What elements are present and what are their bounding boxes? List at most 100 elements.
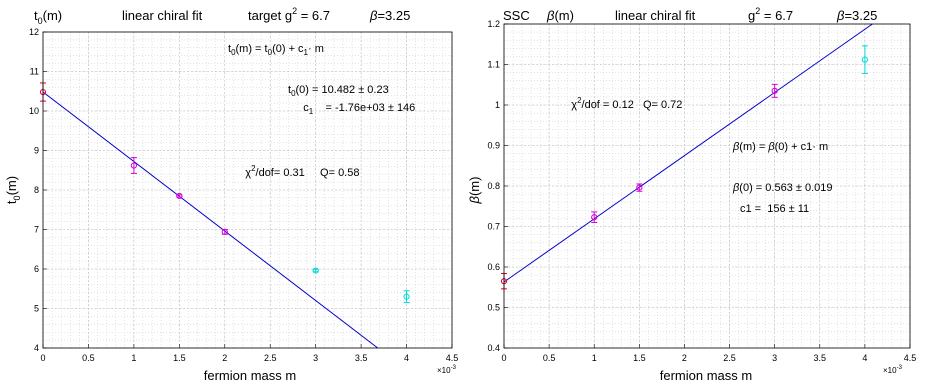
param-beta-symbol: β xyxy=(732,182,740,194)
point-marker xyxy=(403,293,410,300)
beta-chiral-fit-chart: SSC β(m) linear chiral fit g2 = 6.7 β=3.… xyxy=(467,6,916,383)
fit-line xyxy=(503,23,873,283)
x-tick-label: 4.5 xyxy=(446,353,459,363)
y-tick-label: 4 xyxy=(34,343,39,353)
y-tick-label: 0.4 xyxy=(487,343,500,353)
y-tick-label: 0.8 xyxy=(487,181,500,191)
y-tick-labels: 4 5 6 7 8 9 10 11 12 xyxy=(29,27,47,353)
y-tick-label: 5 xyxy=(34,304,39,314)
param-c1-sub: 1 xyxy=(309,107,314,116)
x-tick-label: 2 xyxy=(222,353,227,363)
data-points xyxy=(500,45,868,290)
x-tick-labels: 0 0.5 1 1.5 2 2.5 3 3.5 4 4.5 xyxy=(40,344,458,363)
title-g-label: g xyxy=(748,8,755,23)
fit-formula: β(m) = β(0) + c1· m xyxy=(732,141,828,153)
param-c1: c1 = 156 ± 11 xyxy=(740,203,809,215)
title-beta-value: =3.25 xyxy=(844,8,877,23)
x-exponent-power: -3 xyxy=(451,365,457,371)
x-tick-label: 1.5 xyxy=(633,353,646,363)
title-beta-symbol: β xyxy=(369,8,378,23)
param-t0-symbol: t xyxy=(288,84,291,96)
formula-beta: β xyxy=(767,141,775,153)
x-exponent: ×10-3 xyxy=(437,365,457,375)
formula-sub: 0 xyxy=(268,48,273,57)
formula-part: · m xyxy=(308,43,324,55)
y-label-subscript: 0 xyxy=(12,195,22,200)
formula-beta: β xyxy=(732,141,740,153)
x-tick-label: 1 xyxy=(131,353,136,363)
x-tick-label: 2.5 xyxy=(723,353,736,363)
chi-sup: 2 xyxy=(577,96,582,105)
y-axis-label: β(m) xyxy=(467,177,482,205)
chi-sup: 2 xyxy=(251,164,256,173)
y-tick-label: 0.7 xyxy=(487,222,500,232)
x-tick-label: 2 xyxy=(682,353,687,363)
title-t0-subscript: 0 xyxy=(38,16,43,26)
minor-grid xyxy=(42,31,453,349)
title-fit-label: linear chiral fit xyxy=(615,8,696,23)
y-tick-label: 9 xyxy=(34,146,39,156)
title-beta-symbol: β xyxy=(546,8,555,23)
x-tick-label: 1 xyxy=(592,353,597,363)
y-tick-label: 6 xyxy=(34,264,39,274)
x-tick-label: 0.5 xyxy=(543,353,556,363)
param-t0-value: (0) = 10.482 ± 0.23 xyxy=(296,84,389,96)
y-label-beta: β xyxy=(467,195,482,204)
data-point xyxy=(312,267,319,274)
x-tick-label: 2.5 xyxy=(264,353,277,363)
formula-part: (m) = xyxy=(739,141,768,153)
formula-part: (m) = t xyxy=(236,43,268,55)
chi-symbol: χ xyxy=(571,99,577,111)
title-g-value: = 6.7 xyxy=(297,8,330,23)
title-ssc: SSC xyxy=(503,8,530,23)
chi-symbol: χ xyxy=(245,167,251,179)
title-t0-symbol: t xyxy=(34,8,38,23)
data-points xyxy=(39,82,410,304)
formula-part: (0) + c xyxy=(272,43,304,55)
x-tick-labels: 0 0.5 1 1.5 2 2.5 3 3.5 4 4.5 xyxy=(501,344,916,363)
formula-sub: 1 xyxy=(304,48,309,57)
data-point xyxy=(403,290,410,304)
x-tick-label: 0 xyxy=(501,353,506,363)
title-g-superscript: 2 xyxy=(755,6,760,16)
y-tick-label: 11 xyxy=(30,67,39,77)
point-marker xyxy=(591,214,598,221)
y-label-arg: (m) xyxy=(467,177,482,197)
y-tick-label: 0.9 xyxy=(487,141,500,151)
x-exponent-base: ×10 xyxy=(437,366,451,375)
x-tick-label: 3.5 xyxy=(814,353,827,363)
x-tick-label: 0.5 xyxy=(82,353,95,363)
y-tick-label: 0.6 xyxy=(487,262,500,272)
formula-part: (0) + c1· m xyxy=(775,141,828,153)
point-marker xyxy=(771,87,778,94)
y-tick-labels: 0.4 0.5 0.6 0.7 0.8 0.9 1 1.1 1.2 xyxy=(487,19,508,353)
formula-part: t xyxy=(228,43,231,55)
x-axis-label: fermion mass m xyxy=(660,368,752,383)
t0-chiral-fit-chart: t0(m) linear chiral fit target g2 = 6.7 … xyxy=(4,6,458,383)
chi-value: /dof = 0.12 Q= 0.72 xyxy=(582,99,683,111)
point-marker xyxy=(176,192,183,200)
data-point xyxy=(861,45,868,74)
data-point xyxy=(130,157,137,174)
y-tick-label: 1.2 xyxy=(487,19,500,29)
param-beta-value: (0) = 0.563 ± 0.019 xyxy=(739,182,832,194)
title-target-label: target g xyxy=(248,8,292,23)
x-tick-label: 3.5 xyxy=(355,353,368,363)
x-tick-label: 1.5 xyxy=(173,353,186,363)
title-g-superscript: 2 xyxy=(292,6,297,16)
y-label-arg: (m) xyxy=(4,176,19,196)
point-marker xyxy=(130,162,137,169)
x-tick-label: 3 xyxy=(772,353,777,363)
y-tick-label: 8 xyxy=(34,185,39,195)
fit-formula: t0(m) = t0(0) + c1· m xyxy=(228,43,324,57)
param-beta0: β(0) = 0.563 ± 0.019 xyxy=(732,182,832,194)
data-point xyxy=(221,228,228,235)
x-axis-label: fermion mass m xyxy=(204,368,296,383)
y-tick-label: 7 xyxy=(34,225,39,235)
y-tick-label: 1.1 xyxy=(487,60,500,70)
param-c1-symbol: c xyxy=(303,102,309,114)
chart-title: SSC β(m) linear chiral fit g2 = 6.7 β=3.… xyxy=(503,6,877,23)
x-exponent: ×10-3 xyxy=(883,365,903,375)
y-axis-label: t0(m) xyxy=(4,176,22,204)
title-g-value: = 6.7 xyxy=(760,8,793,23)
